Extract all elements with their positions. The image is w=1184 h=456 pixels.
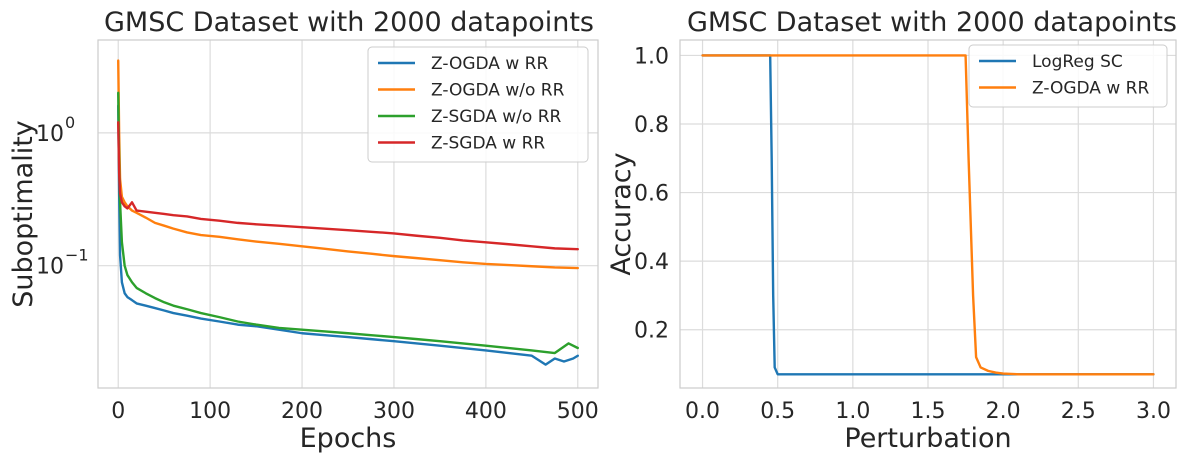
y-tick-label: 0.8 — [634, 113, 669, 138]
x-tick-label: 0 — [111, 399, 125, 424]
legend-label: LogReg SC — [1032, 52, 1123, 72]
left-chart-y-axis-label: Suboptimality — [8, 120, 39, 308]
series-line-2 — [117, 59, 579, 270]
x-tick-label: 2.5 — [1061, 399, 1096, 424]
right-chart-title: GMSC Dataset with 2000 datapoints — [687, 7, 1177, 38]
y-tick-label: 10 — [36, 122, 64, 147]
legend-box — [367, 46, 589, 163]
y-tick-label: 0.6 — [634, 182, 669, 207]
left-chart-title: GMSC Dataset with 2000 datapoints — [104, 7, 594, 38]
x-tick-label: 1.0 — [835, 399, 870, 424]
y-tick-label: 10 — [36, 255, 64, 280]
series-line-1 — [117, 104, 579, 366]
right-chart-panel: GMSC Dataset with 2000 datapoints 0.0 0.5… — [606, 7, 1177, 454]
left-chart-frame — [97, 39, 599, 389]
series-line-3 — [117, 91, 579, 355]
x-tick-label: 100 — [189, 399, 231, 424]
right-chart-series — [701, 54, 1155, 376]
x-tick-label: 2.0 — [986, 399, 1021, 424]
legend-label: Z-OGDA w/o RR — [431, 81, 565, 101]
left-chart-x-axis-label: Epochs — [300, 423, 397, 454]
x-tick-label: 400 — [465, 399, 507, 424]
x-tick-label: 0.5 — [760, 399, 795, 424]
y-tick-exponent: 0 — [65, 113, 75, 132]
legend-label: Z-SGDA w RR — [431, 134, 545, 154]
right-chart-frame — [679, 39, 1177, 389]
y-tick-exponent: −1 — [65, 246, 89, 265]
right-chart-x-ticks: 0.0 0.5 1.0 1.5 2.0 2.5 3.0 — [685, 399, 1171, 424]
right-chart-x-axis-label: Perturbation — [844, 423, 1011, 454]
x-tick-label: 200 — [281, 399, 323, 424]
series-line-4 — [117, 121, 579, 251]
legend-label: Z-OGDA w RR — [431, 54, 548, 74]
x-tick-label: 3.0 — [1136, 399, 1171, 424]
right-chart-legend: LogReg SC Z-OGDA w RR — [968, 44, 1168, 108]
legend-box — [968, 44, 1168, 108]
left-chart-panel: GMSC Dataset with 2000 datapoints 0 100 20… — [8, 7, 599, 454]
right-chart-y-ticks: 0.2 0.4 0.6 0.8 1.0 — [634, 44, 669, 343]
y-tick-label: 1.0 — [634, 44, 669, 69]
legend-label: Z-SGDA w/o RR — [431, 107, 562, 127]
left-chart-series — [117, 59, 579, 366]
x-tick-label: 0.0 — [685, 399, 720, 424]
series-line-2 — [701, 54, 1155, 376]
legend-label: Z-OGDA w RR — [1032, 79, 1149, 99]
right-chart-y-axis-label: Accuracy — [606, 152, 637, 275]
y-tick-label: 0.4 — [634, 250, 669, 275]
x-tick-label: 500 — [557, 399, 599, 424]
x-tick-label: 1.5 — [911, 399, 946, 424]
left-chart-legend: Z-OGDA w RR Z-OGDA w/o RR Z-SGDA w/o RR Z-S… — [367, 46, 589, 163]
y-tick-label: 0.2 — [634, 319, 669, 344]
x-tick-label: 300 — [373, 399, 415, 424]
left-chart-x-ticks: 0 100 200 300 400 500 — [111, 399, 599, 424]
